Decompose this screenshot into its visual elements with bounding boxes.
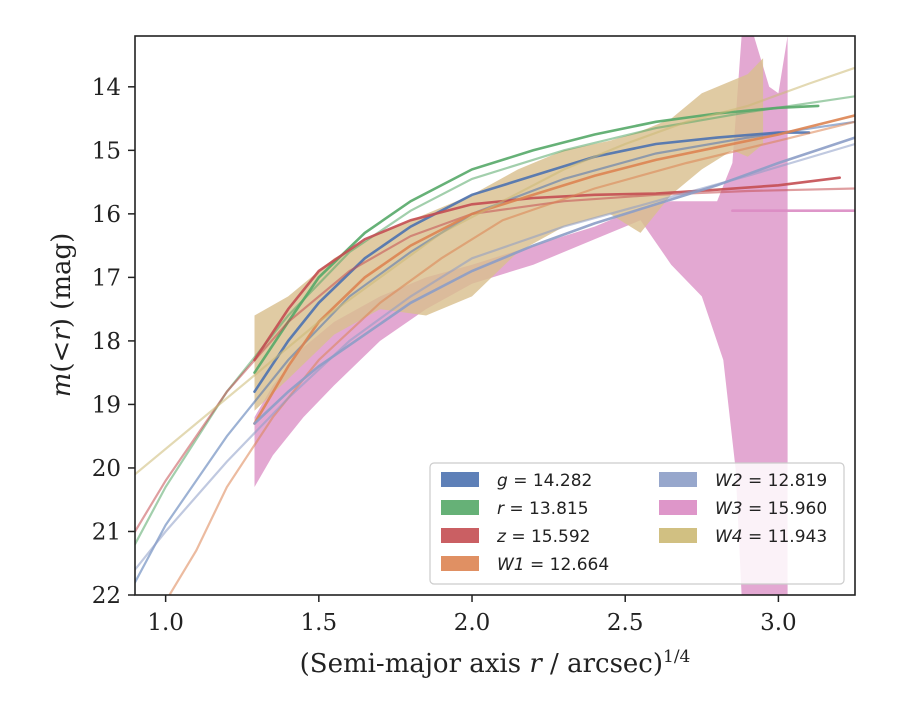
- y-axis-title-unit: ) (mag): [47, 233, 77, 329]
- x-tick-label: 3.0: [760, 610, 797, 636]
- legend-label-4: W2 = 12.819: [715, 471, 827, 491]
- legend-label-2: z = 15.592: [496, 527, 590, 547]
- y-tick-label: 17: [92, 265, 121, 291]
- legend-label-0: g = 14.282: [497, 471, 592, 491]
- legend-swatch-3: [441, 556, 479, 571]
- y-tick-label: 22: [92, 583, 121, 609]
- data-line-0: [253, 131, 811, 393]
- y-axis-title-var: m: [47, 373, 77, 398]
- x-tick-label: 1.0: [147, 610, 184, 636]
- x-axis: 1.0 1.5 2.0 2.5 3.0: [147, 595, 797, 636]
- x-tick-label: 1.5: [301, 610, 338, 636]
- legend-label-3: W1 = 12.664: [497, 555, 609, 575]
- legend-swatch-1: [441, 500, 479, 515]
- y-tick-label: 19: [92, 392, 121, 418]
- uncertainty-bands: [254, 36, 788, 595]
- x-tick-label: 2.5: [607, 610, 644, 636]
- x-axis-title-var: r: [529, 649, 543, 679]
- legend-box: [429, 462, 845, 585]
- x-tick-label: 2.0: [454, 610, 491, 636]
- x-axis-title-text: (Semi-major axis: [300, 649, 530, 679]
- data-line-6: [135, 66, 855, 476]
- y-tick-label: 15: [92, 138, 121, 164]
- band-1: [254, 58, 764, 411]
- chart-legend: g = 14.282 r = 13.815 z = 15.592 W1 = 12.66…: [429, 462, 845, 585]
- legend-swatch-0: [441, 472, 479, 487]
- y-tick-label: 14: [92, 75, 121, 101]
- plot-frame: [134, 35, 856, 596]
- model-line-4: [135, 142, 855, 571]
- legend-swatch-5: [659, 500, 697, 515]
- y-axis-title-r: r: [47, 327, 77, 341]
- y-axis-title-arg: (<: [47, 341, 77, 373]
- legend-label-6: W4 = 11.943: [715, 527, 827, 547]
- x-axis-title: (Semi-major axis r / arcsec)1/4: [300, 647, 691, 679]
- y-tick-label: 16: [92, 202, 121, 228]
- model-line-0: [135, 120, 855, 584]
- y-tick-label: 21: [92, 519, 121, 545]
- model-line-3: [168, 120, 855, 595]
- y-tick-label: 20: [92, 456, 121, 482]
- data-line-1: [253, 104, 820, 374]
- legend-swatch-2: [441, 528, 479, 543]
- legend-swatch-6: [659, 528, 697, 543]
- x-axis-title-exponent: 1/4: [663, 647, 690, 667]
- x-axis-title-unit: / arcsec): [542, 649, 663, 679]
- data-line-3: [253, 114, 855, 425]
- y-axis-title: m(<r) (mag): [47, 233, 77, 398]
- legend-swatch-4: [659, 472, 697, 487]
- y-axis: 14 15 16 17 18 19 20 21 22: [92, 75, 135, 609]
- legend-label-5: W3 = 15.960: [715, 499, 827, 519]
- y-tick-label: 18: [92, 329, 121, 355]
- series-lines: [135, 66, 855, 595]
- legend-label-1: r = 13.815: [497, 499, 589, 519]
- data-line-4: [253, 136, 855, 425]
